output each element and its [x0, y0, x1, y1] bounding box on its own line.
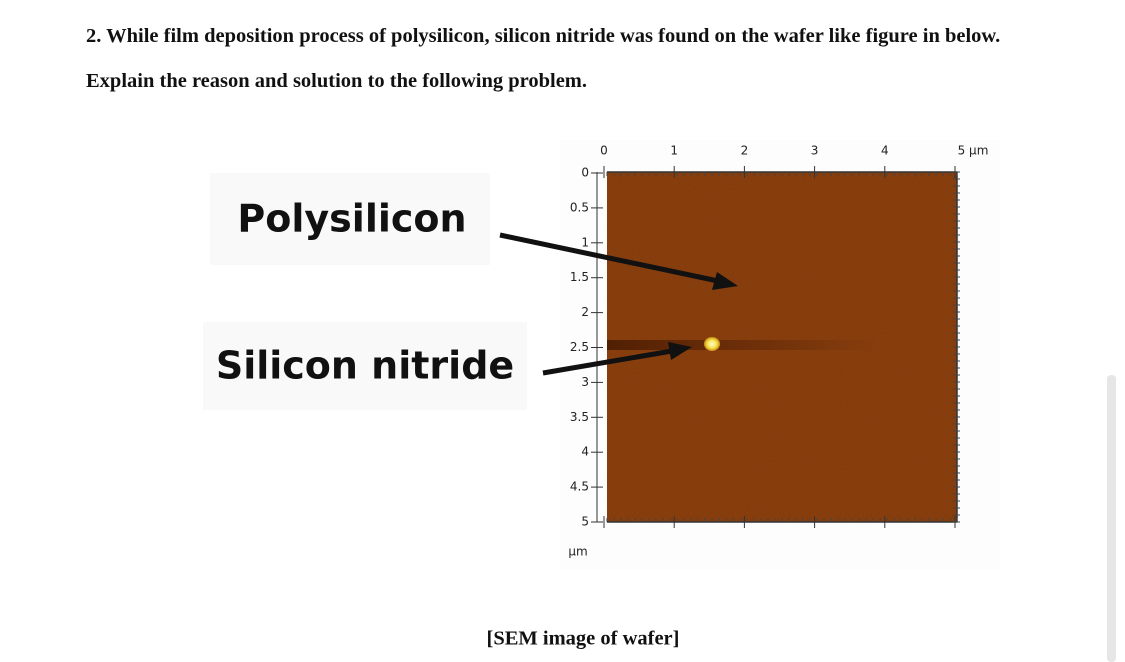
y-tick-label: 0	[581, 166, 589, 180]
x-tick-label: 4	[881, 144, 889, 158]
y-tick-label: 0.5	[570, 200, 589, 214]
y-tick-label: 1.5	[570, 270, 589, 284]
question-text: 2. While film deposition process of poly…	[86, 25, 1001, 92]
ticks: 0 1 2 3 4 5 µm 0 0.5 1 1.5 2 2.5 3 3.5 4 4.5 5	[570, 144, 988, 529]
y-tick-label: 4	[581, 445, 589, 459]
x-tick-label: 5 µm	[958, 144, 989, 158]
y-tick-label: 3.5	[570, 410, 589, 424]
streak	[607, 340, 877, 350]
arrow	[499, 232, 719, 284]
label-box	[203, 322, 527, 410]
y-tick-label: 5	[581, 515, 589, 529]
arrow	[542, 348, 673, 376]
label: Silicon nitride	[216, 344, 514, 388]
y-unit: µm	[568, 545, 587, 559]
label: Polysilicon	[237, 197, 466, 241]
arrow-head	[668, 342, 692, 360]
y-tick-label: 2	[581, 305, 589, 319]
particle	[704, 337, 720, 351]
arrow-head	[712, 272, 738, 290]
x-tick-label: 3	[811, 144, 819, 158]
x-tick-label: 0	[600, 144, 608, 158]
y-tick-label: 4.5	[570, 480, 589, 494]
x-tick-label: 2	[741, 144, 749, 158]
y-tick-label: 1	[581, 235, 589, 249]
y-tick-label: 3	[581, 375, 589, 389]
caption: [SEM image of wafer]	[487, 628, 680, 650]
scrollbar	[1107, 375, 1116, 662]
label-box	[210, 173, 490, 265]
x-tick-label: 1	[670, 144, 678, 158]
y-tick-label: 2.5	[570, 340, 589, 354]
